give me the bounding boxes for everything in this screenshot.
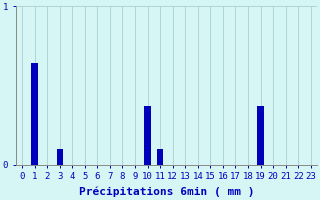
X-axis label: Précipitations 6min ( mm ): Précipitations 6min ( mm ) xyxy=(79,187,254,197)
Bar xyxy=(31,63,38,165)
Bar xyxy=(157,149,163,165)
Bar xyxy=(257,106,264,165)
Bar xyxy=(57,149,63,165)
Bar xyxy=(144,106,151,165)
